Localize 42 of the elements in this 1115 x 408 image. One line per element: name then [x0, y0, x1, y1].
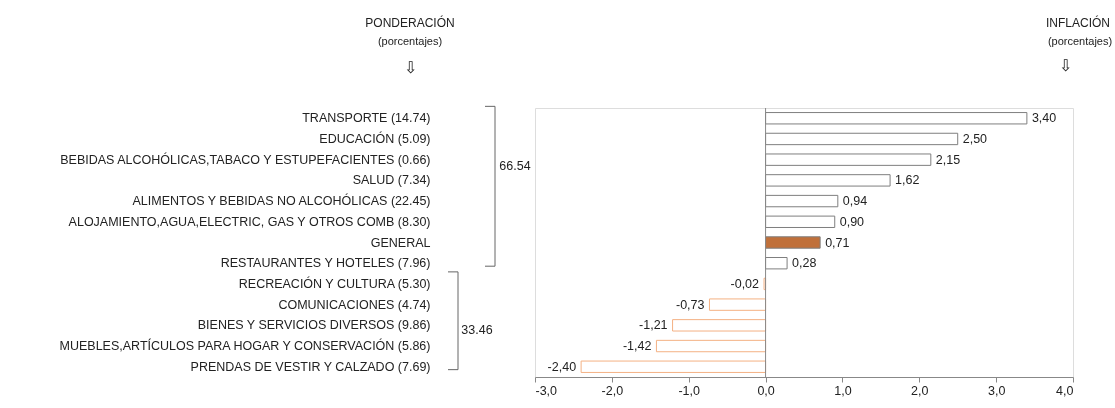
x-tick-label: 2,0	[911, 383, 929, 398]
data-label: 1,62	[895, 173, 920, 188]
y-tick-label: BIENES Y SERVICIOS DIVERSOS (9.86)	[197, 318, 431, 333]
y-tick-label: RESTAURANTES Y HOTELES (7.96)	[220, 256, 431, 271]
y-tick-label: SALUD (7.34)	[352, 173, 431, 188]
data-label: -2,40	[547, 359, 577, 374]
data-label: 0,94	[842, 194, 868, 209]
y-tick-label: TRANSPORTE (14.74)	[302, 111, 431, 126]
y-tick-label: EDUCACIÓN (5.09)	[319, 130, 431, 146]
text: 66.54	[499, 159, 531, 173]
data-label: 0,90	[839, 214, 865, 229]
text: (porcentajes)	[377, 35, 443, 47]
text: 33.46	[461, 323, 493, 337]
x-tick-label: -2,0	[601, 383, 624, 398]
data-label: 0,71	[825, 235, 850, 250]
data-label: -0,02	[730, 276, 760, 291]
x-tick-label: -1,0	[678, 383, 701, 398]
text: ⇩	[1058, 57, 1072, 74]
data-label: 0,28	[792, 256, 817, 271]
text: INFLACIÓN	[1045, 15, 1111, 30]
text: ⇩	[403, 59, 417, 76]
y-tick-label: COMUNICACIONES (4.74)	[278, 297, 431, 312]
y-tick-label: GENERAL	[370, 235, 431, 250]
data-label: 2,15	[935, 152, 961, 167]
x-tick-label: 0,0	[757, 383, 775, 398]
x-tick-label: 3,0	[987, 383, 1006, 398]
y-tick-label: ALIMENTOS Y BEBIDAS NO ALCOHÓLICAS (22.45)	[132, 193, 431, 209]
y-tick-label: MUEBLES,ARTÍCULOS PARA HOGAR Y CONSERVACIÓN (5.86)	[59, 338, 431, 354]
x-tick-label: -3,0	[535, 383, 558, 398]
y-tick-label: RECREACIÓN Y CULTURA (5.30)	[238, 275, 431, 291]
data-label: 3,40	[1031, 111, 1057, 126]
y-tick-label: BEBIDAS ALCOHÓLICAS,TABACO Y ESTUPEFACIENTES (0.66)	[60, 151, 431, 167]
text: PONDERACIÓN	[365, 15, 455, 30]
text: (porcentajes)	[1047, 35, 1113, 47]
x-tick-label: 1,0	[834, 383, 852, 398]
data-label: 2,50	[962, 131, 988, 146]
data-label: -1,42	[622, 339, 652, 354]
data-label: -0,73	[675, 297, 705, 312]
y-tick-label: PRENDAS DE VESTIR Y CALZADO (7.69)	[190, 359, 431, 374]
y-tick-label: ALOJAMIENTO,AGUA,ELECTRIC, GAS Y OTROS COMB (8.30)	[68, 214, 431, 229]
x-tick-label: 4,0	[1056, 383, 1074, 398]
data-label: -1,21	[639, 318, 668, 333]
